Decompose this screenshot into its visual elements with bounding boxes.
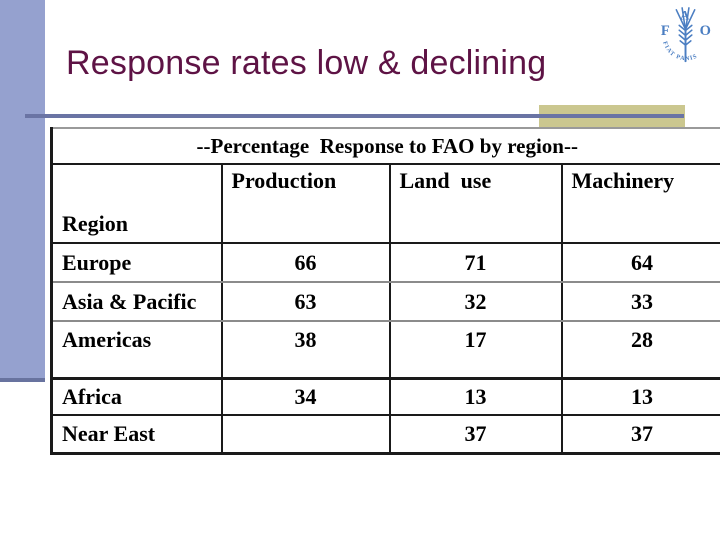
value-cell: 28 — [560, 321, 720, 380]
response-table: --Percentage Response to FAO by region--… — [50, 127, 720, 455]
left-accent-bar — [0, 0, 45, 382]
region-label: Europe — [51, 243, 222, 283]
region-label: Asia & Pacific — [51, 282, 222, 322]
slide-title: Response rates low & declining — [66, 44, 547, 82]
column-header-region: Region — [51, 164, 222, 244]
value-cell: 66 — [220, 243, 390, 283]
table-caption-row: --Percentage Response to FAO by region-- — [51, 128, 720, 165]
column-header-machinery: Machinery — [560, 164, 720, 244]
table-header-row: Region Production Land use Machinery — [51, 164, 720, 244]
logo-letter-f: F — [661, 23, 670, 39]
value-cell: 64 — [560, 243, 720, 283]
table-row-near-east: Near East 37 37 — [51, 415, 720, 455]
value-cell: 37 — [388, 415, 562, 455]
fao-logo: F A O FIAT PANIS — [661, 7, 711, 63]
value-cell: 38 — [220, 321, 390, 380]
logo-letter-a: A — [680, 9, 689, 23]
value-cell: 34 — [220, 378, 390, 416]
value-cell: 37 — [560, 415, 720, 455]
table-row-africa: Africa 34 13 13 — [51, 378, 720, 416]
value-cell: 32 — [388, 282, 562, 322]
table-row-europe: Europe 66 71 64 — [51, 243, 720, 283]
value-cell: 13 — [388, 378, 562, 416]
region-label: Americas — [51, 321, 222, 380]
region-label: Africa — [51, 378, 222, 416]
value-cell: 17 — [388, 321, 562, 380]
table-row-americas: Americas 38 17 28 — [51, 321, 720, 380]
region-label: Near East — [51, 415, 222, 455]
column-header-production: Production — [220, 164, 390, 244]
svg-text:FIAT PANIS: FIAT PANIS — [661, 40, 698, 62]
logo-letter-o: O — [700, 23, 711, 39]
column-header-land-use: Land use — [388, 164, 562, 244]
logo-motto: FIAT PANIS — [661, 40, 697, 62]
wheat-icon — [675, 7, 696, 63]
response-table-container: --Percentage Response to FAO by region--… — [50, 127, 720, 455]
value-cell: 71 — [388, 243, 562, 283]
table-row-asia-pacific: Asia & Pacific 63 32 33 — [51, 282, 720, 322]
value-cell — [220, 415, 390, 455]
title-divider — [25, 114, 684, 118]
value-cell: 63 — [220, 282, 390, 322]
value-cell: 13 — [560, 378, 720, 416]
value-cell: 33 — [560, 282, 720, 322]
table-caption: --Percentage Response to FAO by region-- — [51, 128, 720, 165]
